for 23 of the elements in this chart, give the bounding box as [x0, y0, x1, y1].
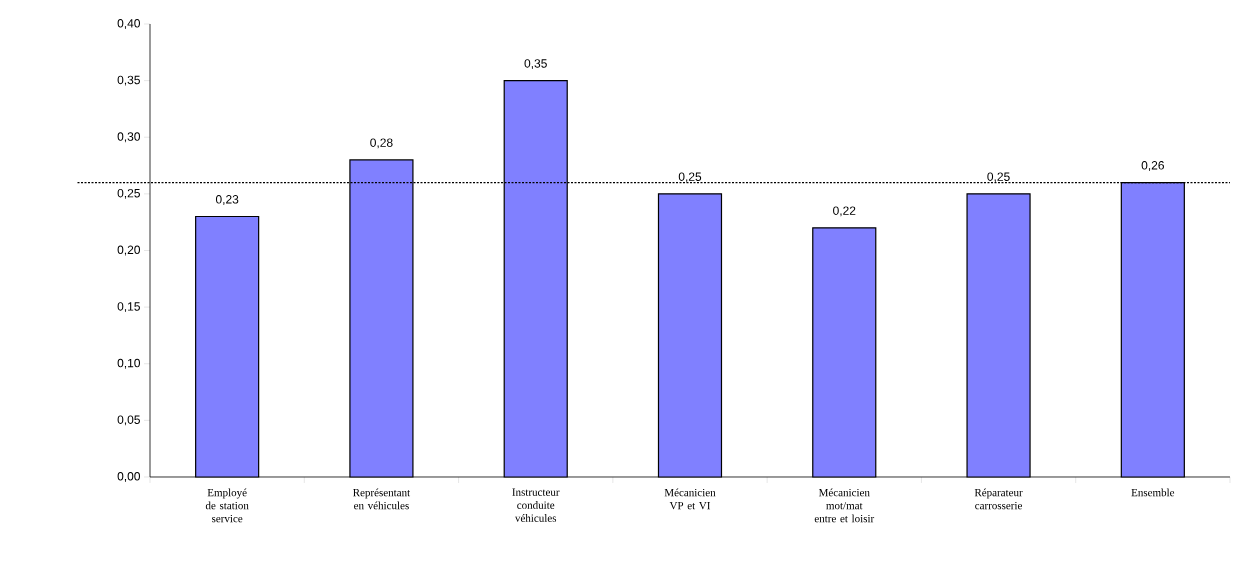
y-tick-label: 0,25: [117, 188, 140, 199]
y-tick-label: 0,30: [117, 132, 141, 143]
x-tick-label: Employé de station service: [205, 488, 249, 523]
x-tick-label: Mécanicien mot/mat entre et loisir: [814, 488, 875, 523]
y-tick-label: 0,40: [117, 19, 141, 29]
x-tick-label: Instructeur conduite véhicules: [512, 488, 560, 522]
y-tick-label: 0,05: [117, 415, 140, 426]
x-tick-label: Ensemble: [1131, 488, 1175, 497]
x-tick-label: Représentant en véhicules: [353, 488, 411, 510]
y-tick-label: 0,15: [117, 302, 140, 313]
y-tick-label: 0,35: [117, 75, 140, 86]
x-tick-label: Mécanicien VP et VI: [664, 488, 716, 510]
y-tick-label: 0,00: [117, 472, 141, 482]
data-label: 0,22: [833, 206, 856, 217]
data-label: 0,28: [370, 138, 393, 149]
data-label: 0,25: [678, 172, 702, 183]
data-label: 0,23: [215, 195, 239, 205]
data-label: 0,25: [987, 172, 1010, 183]
data-label: 0,26: [1141, 161, 1164, 172]
y-tick-label: 0,20: [117, 245, 141, 256]
x-tick-label: Réparateur carrosserie: [974, 488, 1023, 510]
y-tick-label: 0,10: [117, 358, 141, 369]
data-label: 0,35: [524, 59, 547, 70]
